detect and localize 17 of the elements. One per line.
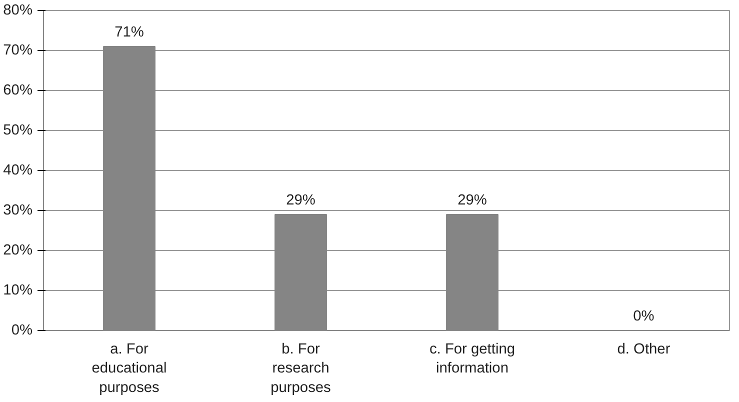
y-tick-label: 70%: [3, 42, 33, 58]
x-tick-label: b. For research purposes: [270, 342, 331, 396]
y-tick-label: 10%: [3, 282, 33, 298]
y-tick-label: 40%: [3, 162, 33, 178]
y-tick-label: 30%: [3, 202, 33, 218]
data-label: 0%: [633, 308, 654, 324]
data-label: 29%: [286, 192, 316, 208]
y-tick-label: 0%: [11, 322, 33, 338]
y-tick-label: 50%: [3, 122, 33, 138]
data-label: 29%: [458, 192, 487, 208]
x-tick-label: d. Other: [617, 342, 670, 358]
y-tick-label: 80%: [3, 2, 33, 18]
x-tick-label: a. For educational purposes: [92, 342, 167, 396]
data-label: 71%: [114, 24, 144, 40]
x-tick-label: c. For getting information: [429, 342, 516, 377]
y-tick-label: 20%: [3, 242, 33, 258]
y-tick-label: 60%: [3, 82, 33, 98]
